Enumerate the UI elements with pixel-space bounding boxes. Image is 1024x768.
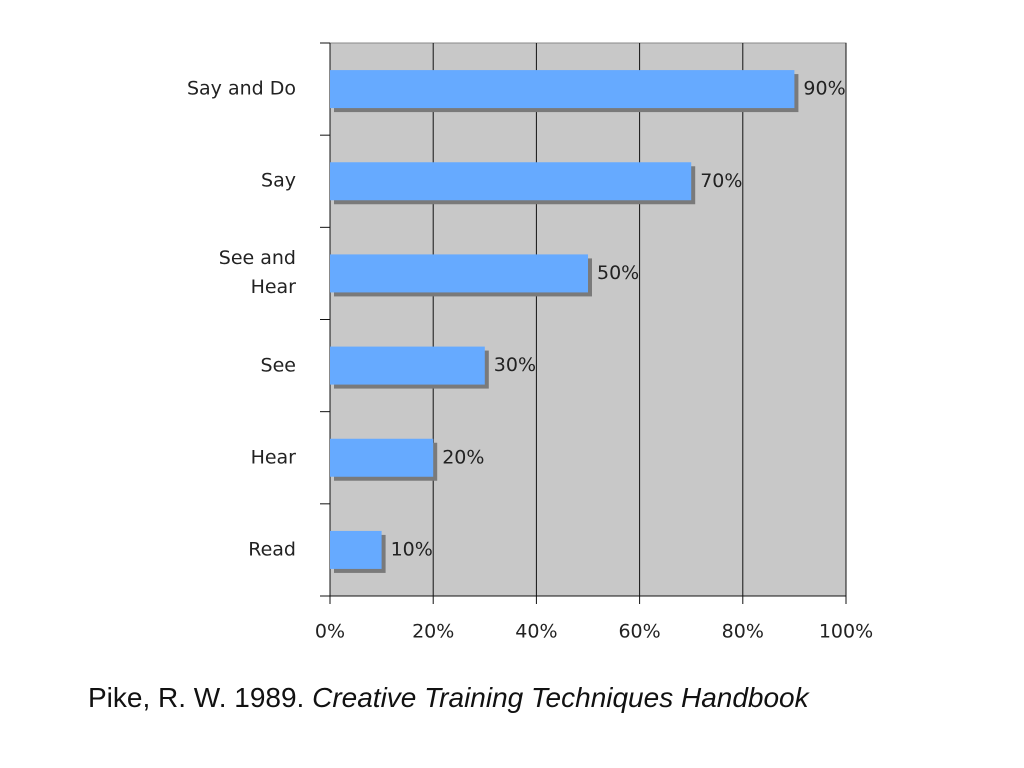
category-label: Read bbox=[248, 538, 296, 561]
bar bbox=[330, 438, 434, 477]
x-tick-label: 60% bbox=[618, 621, 660, 643]
caption: Pike, R. W. 1989. Creative Training Tech… bbox=[88, 682, 809, 714]
category-label: See and Hear bbox=[218, 247, 296, 299]
category-label: Say bbox=[261, 169, 296, 192]
bar bbox=[330, 346, 485, 385]
x-tick-label: 40% bbox=[515, 621, 557, 643]
x-tick-label: 20% bbox=[412, 621, 454, 643]
plot-area bbox=[329, 42, 847, 597]
x-tick-label: 0% bbox=[315, 621, 345, 643]
bar bbox=[330, 530, 382, 569]
category-label: Say and Do bbox=[186, 77, 296, 100]
x-tick-label: 80% bbox=[722, 621, 764, 643]
value-label: 50% bbox=[597, 262, 639, 284]
bar bbox=[330, 162, 692, 201]
category-label: See bbox=[260, 354, 296, 377]
value-label: 10% bbox=[391, 538, 433, 560]
caption-source: Pike, R. W. 1989. bbox=[88, 682, 305, 713]
value-label: 20% bbox=[442, 446, 484, 468]
bar bbox=[330, 70, 795, 109]
value-label: 30% bbox=[494, 354, 536, 376]
bar bbox=[330, 254, 588, 293]
caption-title: Creative Training Techniques Handbook bbox=[312, 682, 809, 713]
value-label: 70% bbox=[700, 170, 742, 192]
x-tick-label: 100% bbox=[819, 621, 873, 643]
value-label: 90% bbox=[803, 78, 845, 100]
category-label: Hear bbox=[250, 446, 296, 469]
